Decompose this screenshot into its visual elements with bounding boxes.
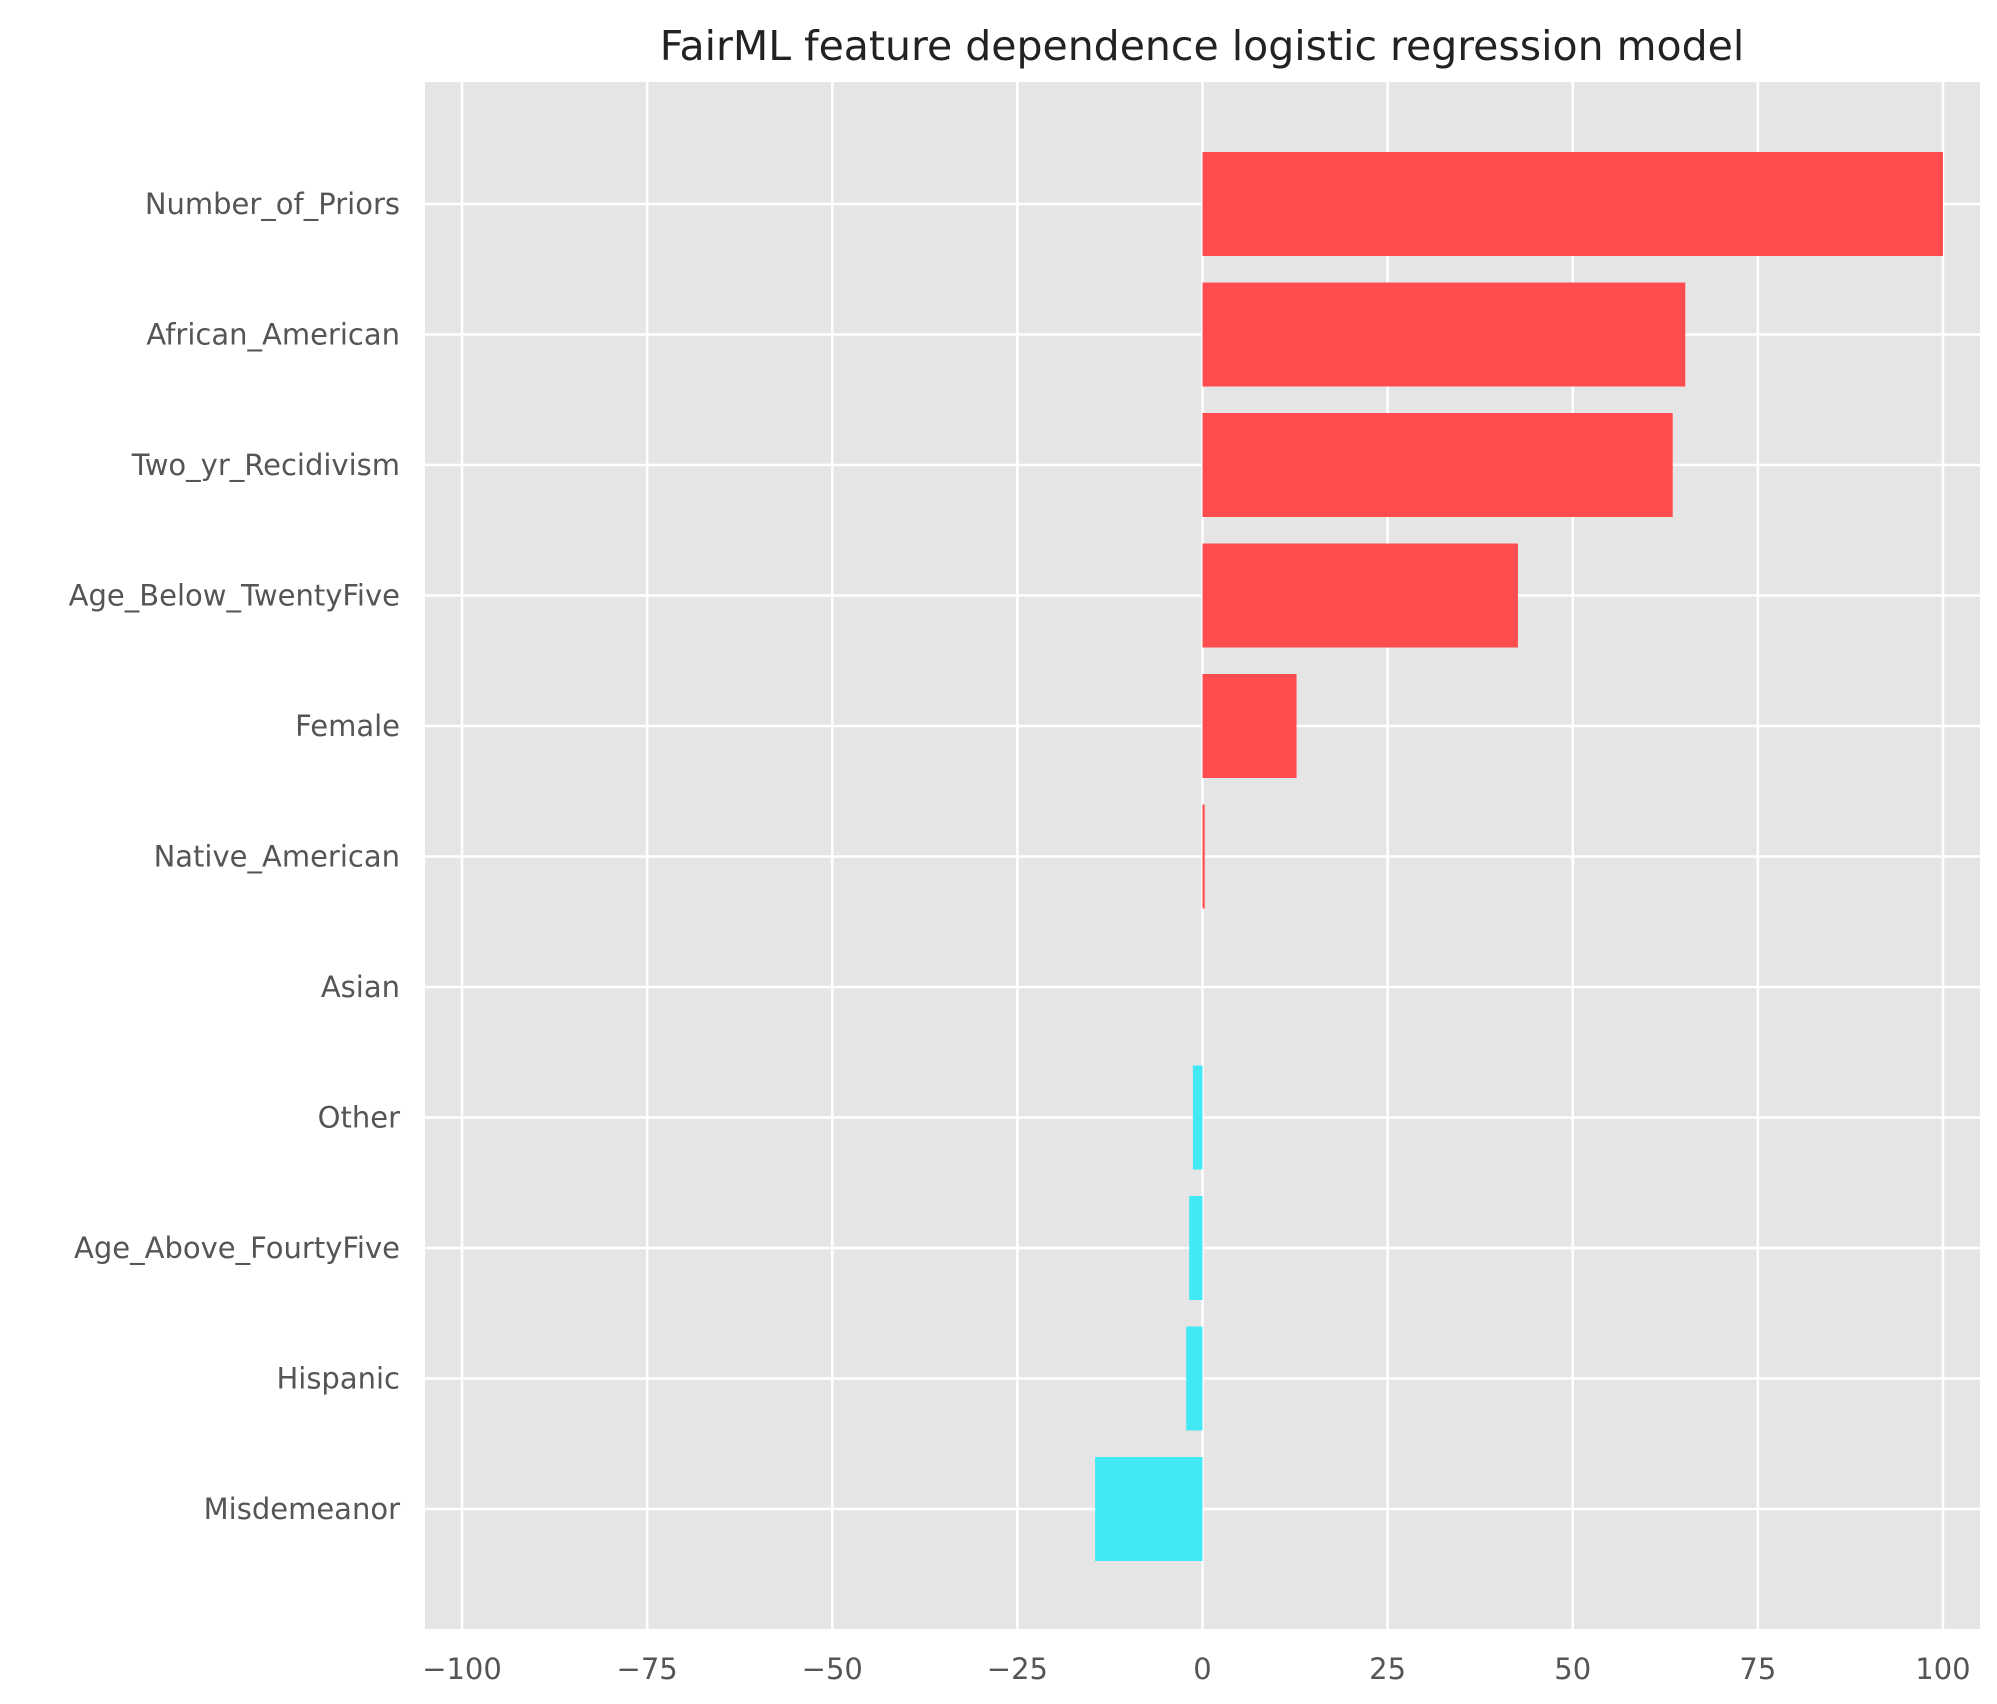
- bar-misdemeanor: [1095, 1457, 1203, 1561]
- y-tick-label: Native_American: [154, 840, 400, 874]
- y-tick-label: Misdemeanor: [204, 1492, 400, 1526]
- x-tick-label: 25: [1369, 1652, 1406, 1686]
- chart-title: FairML feature dependence logistic regre…: [660, 22, 1745, 70]
- bars: [1095, 152, 1943, 1561]
- y-tick-label: Hispanic: [276, 1362, 400, 1396]
- x-tick-label: −75: [617, 1652, 678, 1686]
- x-tick-labels: −100 −75 −50 −25 0 25 50 75 100: [422, 1652, 1970, 1686]
- y-tick-label: Age_Above_FourtyFive: [74, 1231, 400, 1265]
- x-tick-label: 0: [1193, 1652, 1211, 1686]
- x-tick-label: −100: [422, 1652, 502, 1686]
- y-tick-labels: Number_of_Priors African_American Two_yr_R…: [69, 187, 400, 1526]
- y-tick-label: Number_of_Priors: [145, 187, 400, 221]
- bar-native-american: [1202, 804, 1205, 909]
- x-tick-label: −25: [987, 1652, 1048, 1686]
- bar-female: [1202, 674, 1297, 778]
- y-tick-label: Female: [295, 709, 400, 743]
- bar-two-yr-recidivism: [1202, 413, 1673, 517]
- x-tick-label: 75: [1739, 1652, 1776, 1686]
- x-tick-label: 50: [1554, 1652, 1591, 1686]
- bar-hispanic: [1186, 1326, 1203, 1431]
- y-tick-label: Age_Below_TwentyFive: [69, 579, 400, 613]
- bar-other: [1192, 1065, 1203, 1170]
- y-tick-label: Other: [318, 1101, 400, 1135]
- bar-age-below-twentyfive: [1202, 543, 1518, 648]
- bar-number-of-priors: [1202, 152, 1943, 256]
- y-tick-label: Two_yr_Recidivism: [131, 448, 400, 482]
- bar-age-above-fourtyfive: [1189, 1196, 1203, 1300]
- bar-african-american: [1202, 282, 1686, 387]
- y-tick-label: Asian: [321, 970, 400, 1004]
- x-tick-label: 100: [1915, 1652, 1970, 1686]
- x-tick-label: −50: [802, 1652, 863, 1686]
- y-tick-label: African_American: [146, 318, 400, 352]
